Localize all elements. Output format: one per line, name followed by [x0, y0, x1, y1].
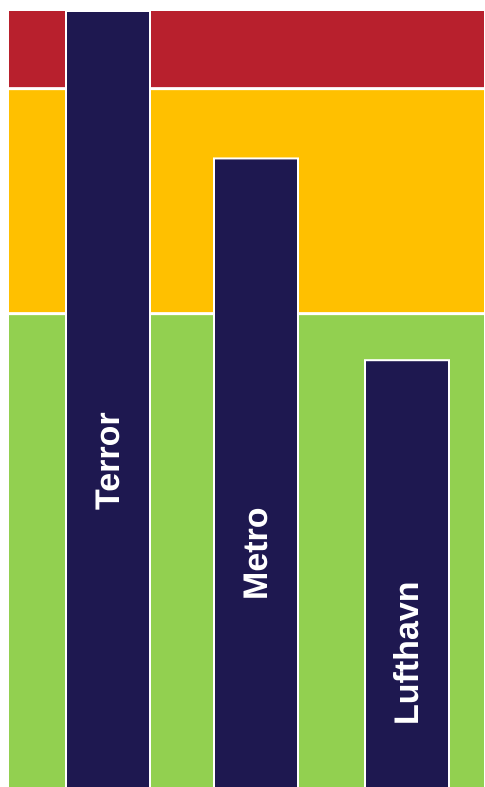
bar-terror: [65, 10, 151, 787]
bar-labels: Terror Metro Lufthavn: [89, 412, 426, 725]
bar-metro: [213, 157, 299, 787]
bar-lufthavn: [364, 359, 450, 787]
bar-label-terror: Terror: [89, 412, 127, 510]
bars: [65, 10, 450, 787]
bar-label-metro: Metro: [237, 507, 275, 600]
bar-label-lufthavn: Lufthavn: [388, 581, 426, 725]
